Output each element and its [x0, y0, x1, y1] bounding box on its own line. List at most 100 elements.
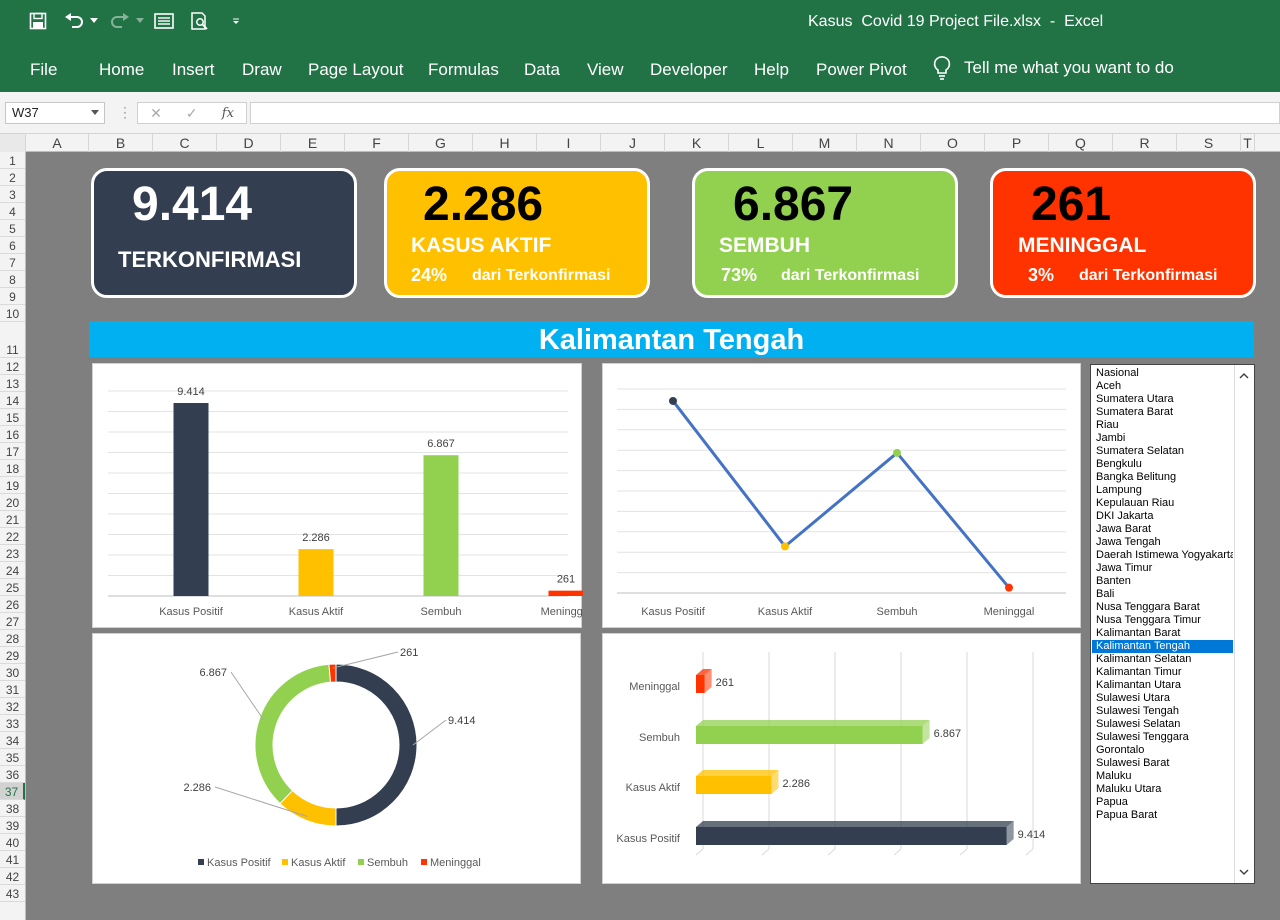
insert-function-icon[interactable]: fx — [221, 105, 234, 121]
column-header[interactable]: F — [345, 134, 409, 152]
list-item[interactable]: Aceh — [1096, 380, 1122, 392]
row-header[interactable]: 10 — [0, 305, 25, 322]
row-header[interactable]: 25 — [0, 579, 25, 596]
column-header[interactable]: S — [1177, 134, 1241, 152]
row-header[interactable]: 43 — [0, 885, 25, 902]
column-header[interactable]: D — [217, 134, 281, 152]
undo-icon[interactable] — [62, 8, 86, 34]
tab-draw[interactable]: Draw — [242, 60, 282, 79]
scroll-up-icon[interactable] — [1239, 371, 1249, 381]
column-header[interactable]: R — [1113, 134, 1177, 152]
row-header[interactable]: 9 — [0, 288, 25, 305]
tab-page-layout[interactable]: Page Layout — [308, 60, 404, 79]
tab-power-pivot[interactable]: Power Pivot — [816, 60, 907, 79]
row-header[interactable]: 28 — [0, 630, 25, 647]
row-header[interactable]: 7 — [0, 254, 25, 271]
list-item[interactable]: Maluku — [1096, 770, 1132, 782]
row-header[interactable]: 23 — [0, 545, 25, 562]
list-item[interactable]: Bali — [1096, 588, 1115, 600]
row-header[interactable]: 2 — [0, 169, 25, 186]
column-header[interactable]: I — [537, 134, 601, 152]
row-header[interactable]: 12 — [0, 358, 25, 375]
row-header[interactable]: 34 — [0, 732, 25, 749]
list-item[interactable]: Bangka Belitung — [1096, 471, 1177, 483]
row-header[interactable]: 11 — [0, 322, 25, 358]
list-item[interactable]: Daerah Istimewa Yogyakarta — [1096, 549, 1233, 561]
row-header[interactable]: 13 — [0, 375, 25, 392]
tab-insert[interactable]: Insert — [172, 60, 215, 79]
enter-icon[interactable]: ✓ — [185, 104, 198, 121]
list-item[interactable]: Kepulauan Riau — [1096, 497, 1175, 509]
row-header[interactable]: 35 — [0, 749, 25, 766]
list-item[interactable]: Lampung — [1096, 484, 1142, 496]
list-item[interactable]: Sulawesi Tenggara — [1096, 731, 1189, 743]
row-header[interactable]: 30 — [0, 664, 25, 681]
select-all-corner[interactable] — [0, 134, 26, 152]
column-header[interactable]: O — [921, 134, 985, 152]
column-header[interactable]: P — [985, 134, 1049, 152]
column-header[interactable]: H — [473, 134, 537, 152]
row-header[interactable]: 21 — [0, 511, 25, 528]
list-item[interactable]: DKI Jakarta — [1096, 510, 1154, 522]
formula-input[interactable] — [250, 102, 1280, 124]
cancel-icon[interactable]: ✕ — [150, 104, 162, 121]
row-header[interactable]: 33 — [0, 715, 25, 732]
row-header[interactable]: 16 — [0, 426, 25, 443]
list-item[interactable]: Sulawesi Tengah — [1096, 705, 1179, 717]
list-item[interactable]: Gorontalo — [1096, 744, 1145, 756]
row-header[interactable]: 31 — [0, 681, 25, 698]
row-header[interactable]: 3 — [0, 186, 25, 203]
list-item[interactable]: Jawa Tengah — [1096, 536, 1161, 548]
list-item[interactable]: Maluku Utara — [1096, 783, 1162, 795]
print-preview-icon[interactable] — [188, 8, 212, 34]
column-header[interactable]: A — [26, 134, 89, 152]
list-item[interactable]: Sulawesi Utara — [1096, 692, 1170, 704]
row-header[interactable]: 41 — [0, 851, 25, 868]
row-header-selected[interactable]: 37 — [0, 783, 25, 800]
hbar-3d-chart[interactable]: 261 Meninggal 6.867 Sembuh 2.286 Kasus Aktif 9… — [602, 633, 1081, 884]
row-header[interactable]: 32 — [0, 698, 25, 715]
row-header[interactable]: 29 — [0, 647, 25, 664]
column-header[interactable]: M — [793, 134, 857, 152]
list-item[interactable]: Banten — [1096, 575, 1131, 587]
column-header[interactable]: E — [281, 134, 345, 152]
tab-data[interactable]: Data — [524, 60, 560, 79]
column-header[interactable]: K — [665, 134, 729, 152]
scroll-down-icon[interactable] — [1239, 867, 1249, 877]
list-item[interactable]: Nusa Tenggara Barat — [1096, 601, 1200, 613]
row-header[interactable]: 24 — [0, 562, 25, 579]
row-header[interactable]: 4 — [0, 203, 25, 220]
row-header[interactable]: 22 — [0, 528, 25, 545]
list-item[interactable]: Jawa Timur — [1096, 562, 1153, 574]
list-item[interactable]: Kalimantan Utara — [1096, 679, 1181, 691]
column-header[interactable]: T — [1241, 134, 1255, 152]
form-icon[interactable] — [152, 8, 176, 34]
row-header[interactable]: 8 — [0, 271, 25, 288]
row-header[interactable]: 36 — [0, 766, 25, 783]
row-header[interactable]: 20 — [0, 494, 25, 511]
list-item[interactable]: Sulawesi Barat — [1096, 757, 1170, 769]
list-item[interactable]: Nusa Tenggara Timur — [1096, 614, 1201, 626]
tab-developer[interactable]: Developer — [650, 60, 728, 79]
row-header[interactable]: 14 — [0, 392, 25, 409]
list-item[interactable]: Kalimantan Barat — [1096, 627, 1181, 639]
redo-dropdown-icon[interactable] — [134, 8, 146, 34]
column-header[interactable]: C — [153, 134, 217, 152]
donut-chart[interactable]: 9.414 2.286 6.867 261 Kasus Positif Kasus Akt… — [92, 633, 581, 884]
row-header[interactable]: 38 — [0, 800, 25, 817]
customize-toolbar-icon[interactable] — [230, 8, 242, 34]
tab-help[interactable]: Help — [754, 60, 789, 79]
tab-view[interactable]: View — [587, 60, 624, 79]
row-header[interactable]: 26 — [0, 596, 25, 613]
tab-file[interactable]: File — [30, 60, 58, 79]
row-header[interactable]: 19 — [0, 477, 25, 494]
row-header[interactable]: 40 — [0, 834, 25, 851]
row-header[interactable]: 42 — [0, 868, 25, 885]
name-box-dropdown-icon[interactable] — [91, 110, 99, 115]
column-header[interactable]: G — [409, 134, 473, 152]
list-item[interactable]: Sulawesi Selatan — [1096, 718, 1181, 730]
row-header[interactable]: 5 — [0, 220, 25, 237]
bar-chart[interactable]: 9.414 Kasus Positif 2.286 Kasus Aktif 6.867 S… — [92, 363, 583, 628]
column-header[interactable]: Q — [1049, 134, 1113, 152]
list-item[interactable]: Sumatera Selatan — [1096, 445, 1185, 457]
